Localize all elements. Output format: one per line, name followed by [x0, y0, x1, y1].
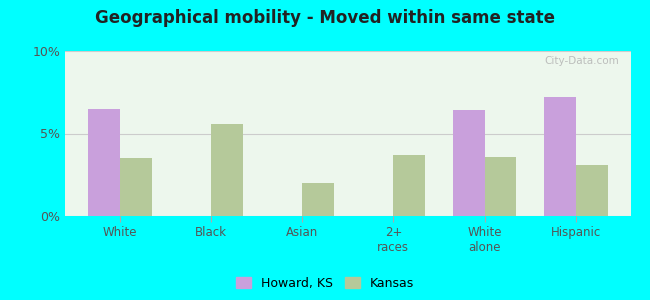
Bar — [484, 157, 517, 216]
Bar — [452, 110, 484, 216]
Bar — [120, 158, 151, 216]
Bar — [393, 155, 425, 216]
Text: City-Data.com: City-Data.com — [545, 56, 619, 66]
Bar — [88, 109, 120, 216]
Bar — [302, 183, 334, 216]
Bar — [576, 165, 608, 216]
Bar — [211, 124, 243, 216]
Bar — [544, 97, 576, 216]
Text: Geographical mobility - Moved within same state: Geographical mobility - Moved within sam… — [95, 9, 555, 27]
Legend: Howard, KS, Kansas: Howard, KS, Kansas — [232, 273, 418, 294]
